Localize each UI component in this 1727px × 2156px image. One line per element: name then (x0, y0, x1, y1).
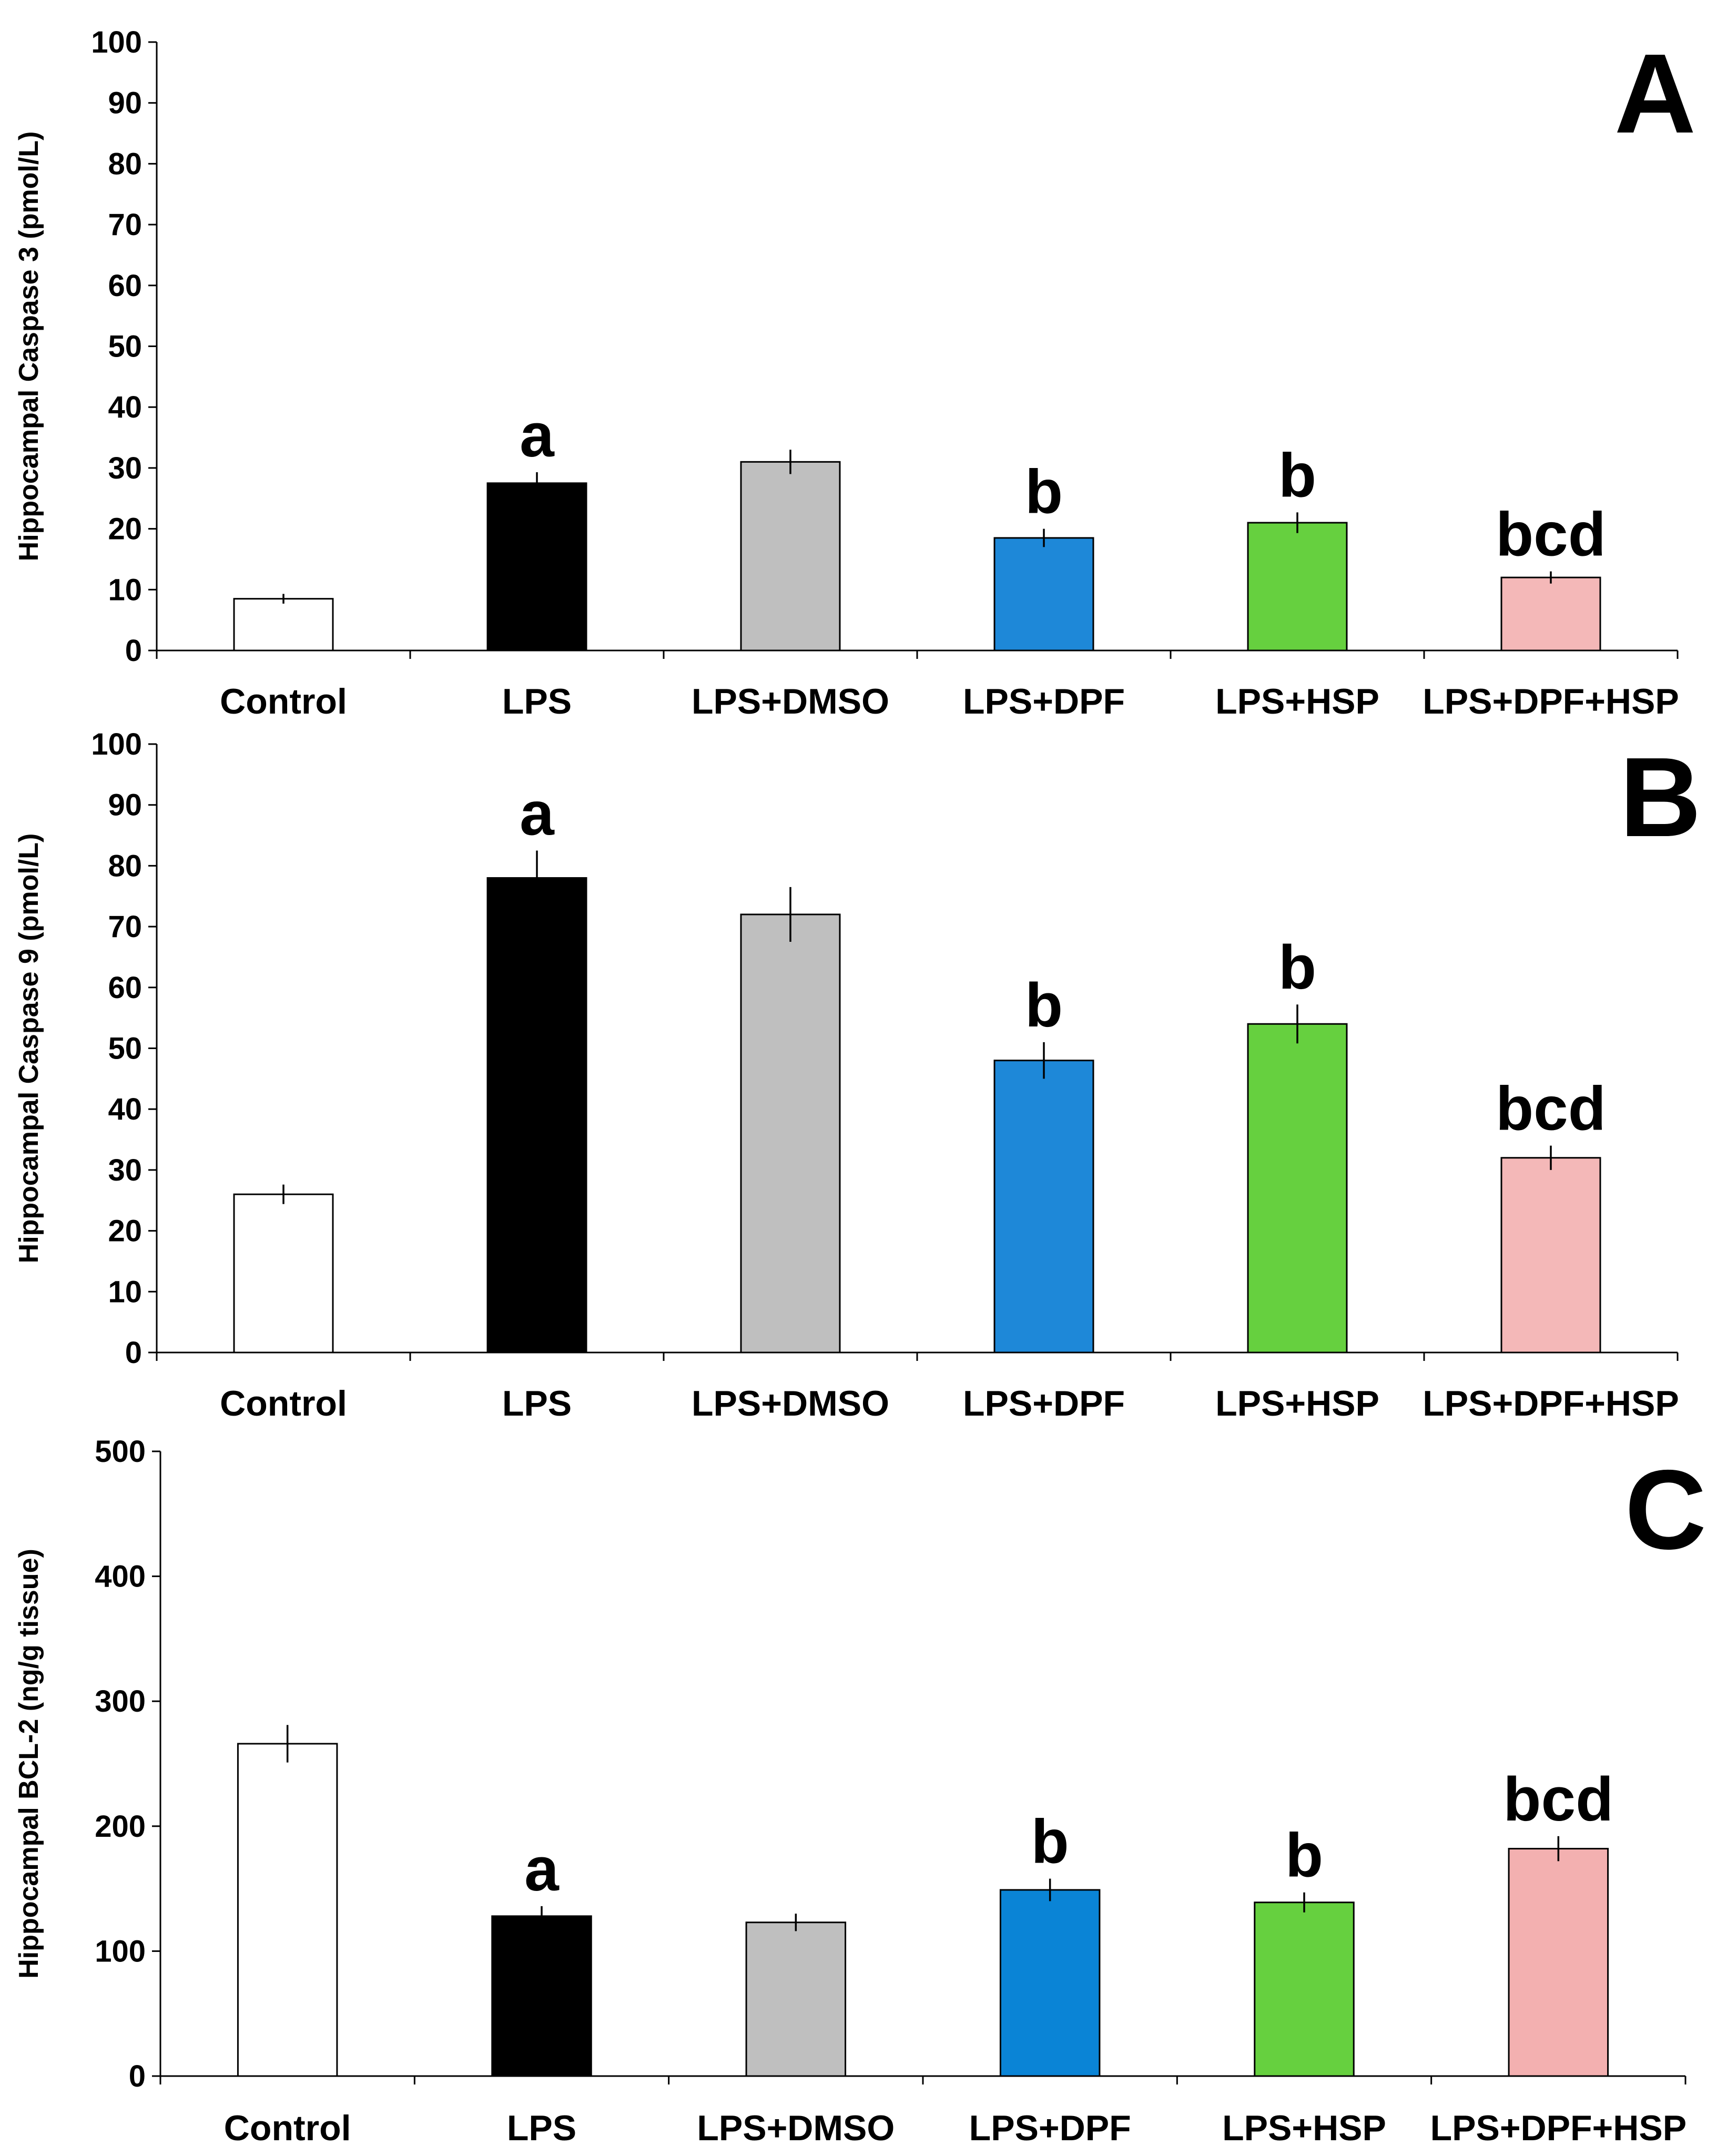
y-tick-label: 40 (108, 390, 142, 424)
y-tick-label: 20 (108, 1214, 142, 1248)
significance-label: b (1285, 1821, 1323, 1890)
significance-label: b (1025, 971, 1063, 1040)
y-tick-label: 200 (95, 1809, 146, 1844)
bar-lps-dmso (740, 913, 841, 1354)
category-label: LPS+DPF+HSP (1423, 1384, 1679, 1423)
significance-label: b (1278, 441, 1316, 510)
y-tick-label: 90 (108, 788, 142, 822)
y-tick-label: 0 (129, 2059, 146, 2093)
chart-panel-c: 0 100 200 300 400 500 Control a LPS LPS+DMSO b LPS+… (14, 1435, 1706, 2148)
chart-panel-a: 0 10 20 30 40 50 60 70 80 90 100 Control a LPS LPS+DMS… (14, 25, 1696, 721)
category-label: LPS+DMSO (692, 682, 889, 721)
category-label: LPS+DPF+HSP (1430, 2108, 1687, 2148)
y-axis-title: Hippocampal Caspase 9 (pmol/L) (14, 833, 44, 1264)
y-tick-label: 30 (108, 1153, 142, 1187)
significance-label: a (520, 401, 555, 470)
category-label: LPS (507, 2108, 576, 2148)
y-tick-label: 60 (108, 971, 142, 1005)
y-tick-label: 10 (108, 573, 142, 607)
category-label: LPS+DPF+HSP (1423, 682, 1679, 721)
bar-lps (486, 877, 587, 1354)
significance-label: bcd (1496, 500, 1606, 569)
panel-letter: B (1620, 734, 1701, 860)
category-label: LPS (502, 682, 572, 721)
panel-letter: A (1614, 30, 1696, 157)
significance-label: b (1031, 1807, 1069, 1877)
bar-control (237, 1743, 338, 2077)
bar-lps-dmso (745, 1921, 847, 2077)
category-label: LPS+DMSO (697, 2108, 895, 2148)
bar-lps-dpf (993, 1060, 1094, 1354)
significance-label: a (524, 1835, 560, 1904)
panel-letter: C (1625, 1446, 1706, 1573)
y-tick-label: 100 (95, 1934, 146, 1968)
bar-lps-dpf-hsp (1500, 576, 1601, 652)
significance-label: b (1278, 933, 1316, 1002)
bar-lps-dpf-hsp (1500, 1157, 1601, 1354)
bar-control (233, 598, 334, 652)
y-tick-label: 20 (108, 512, 142, 546)
y-tick-label: 300 (95, 1684, 146, 1718)
category-label: LPS+DPF (969, 2108, 1131, 2148)
bar-control (233, 1193, 334, 1354)
y-tick-label: 400 (95, 1560, 146, 1594)
category-label: Control (224, 2108, 351, 2148)
y-tick-label: 70 (108, 910, 142, 944)
y-tick-label: 70 (108, 208, 142, 242)
bar-lps-hsp (1247, 522, 1348, 652)
bar-lps (491, 1915, 592, 2077)
significance-label: bcd (1496, 1074, 1606, 1144)
bar-lps-dpf (999, 1889, 1101, 2077)
category-label: LPS+DMSO (692, 1384, 889, 1423)
bar-lps (486, 482, 587, 652)
y-tick-label: 40 (108, 1092, 142, 1126)
category-label: LPS+HSP (1215, 1384, 1379, 1423)
category-label: Control (220, 1384, 347, 1423)
y-tick-label: 0 (125, 634, 142, 668)
bar-lps-hsp (1247, 1023, 1348, 1354)
category-label: LPS+DPF (963, 1384, 1125, 1423)
chart-panel-b: 0 10 20 30 40 50 60 70 80 90 100 Control a LPS LPS+DMS… (14, 727, 1701, 1423)
y-tick-label: 60 (108, 269, 142, 303)
y-tick-label: 80 (108, 849, 142, 883)
bar-lps-dpf-hsp (1508, 1848, 1609, 2077)
y-axis-title: Hippocampal BCL-2 (ng/g tissue) (14, 1549, 44, 1979)
y-tick-label: 50 (108, 1032, 142, 1066)
category-label: LPS+HSP (1215, 682, 1379, 721)
category-label: Control (220, 682, 347, 721)
significance-label: b (1025, 457, 1063, 527)
y-tick-label: 50 (108, 330, 142, 364)
bar-lps-dpf (993, 537, 1094, 652)
y-tick-label: 100 (91, 727, 142, 761)
category-label: LPS+HSP (1222, 2108, 1386, 2148)
y-tick-label: 500 (95, 1435, 146, 1469)
y-tick-label: 0 (125, 1336, 142, 1370)
bar-lps-hsp (1254, 1901, 1355, 2077)
y-tick-label: 10 (108, 1275, 142, 1309)
significance-label: bcd (1503, 1765, 1613, 1834)
y-tick-label: 80 (108, 147, 142, 181)
significance-label: a (520, 779, 555, 848)
bar-lps-dmso (740, 461, 841, 652)
category-label: LPS (502, 1384, 572, 1423)
y-axis-title: Hippocampal Caspase 3 (pmol/L) (14, 131, 44, 562)
category-label: LPS+DPF (963, 682, 1125, 721)
y-tick-label: 30 (108, 451, 142, 485)
y-tick-label: 90 (108, 86, 142, 120)
y-tick-label: 100 (91, 25, 142, 59)
